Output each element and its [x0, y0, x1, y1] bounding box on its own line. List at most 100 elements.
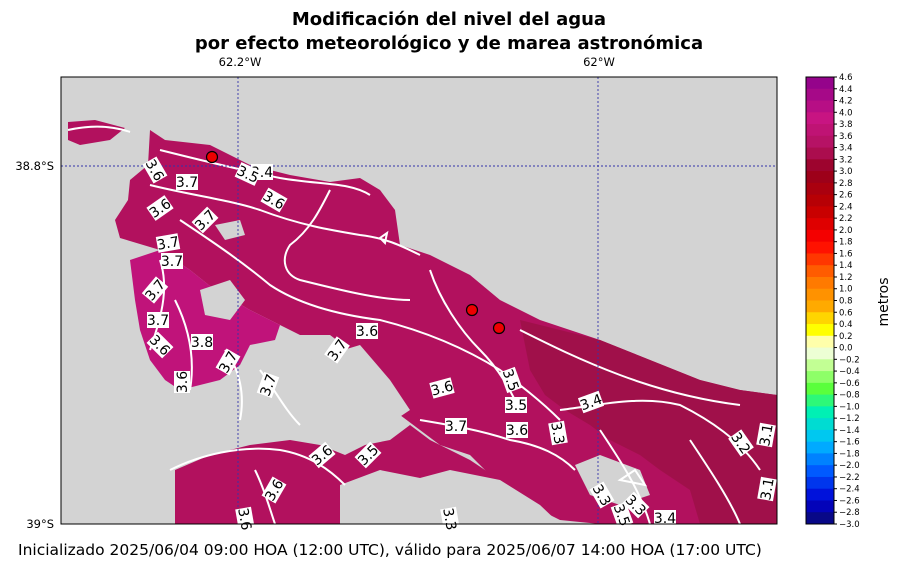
colorbar-tick-label: −2.0 [839, 461, 860, 471]
contour-label-text: 3.3 [439, 507, 459, 532]
colorbar-tick-label: 2.2 [839, 214, 853, 224]
contour-label-background [324, 336, 350, 364]
colorbar-tick-label: 0.2 [839, 332, 853, 342]
contour-label-text: 3.1 [757, 423, 777, 448]
contour-label-text: 3.3 [547, 421, 567, 446]
island-3 [340, 470, 560, 524]
contour-label-text: 3.4 [654, 511, 676, 527]
colorbar-segment [806, 394, 834, 407]
station-marker[interactable] [205, 150, 219, 164]
colorbar-segment [806, 218, 834, 231]
colorbar-segment [806, 465, 834, 478]
contour-label-background [308, 441, 336, 469]
colorbar-segment [806, 147, 834, 160]
contour-label-background [505, 397, 527, 413]
colorbar-segment [806, 406, 834, 419]
contour-label-text: 3.7 [147, 313, 169, 329]
colorbar-tick-label: 0.6 [839, 308, 853, 318]
contour-label-text: 3.6 [175, 371, 191, 393]
contour-label-background [174, 371, 190, 393]
contour-lines [67, 125, 761, 524]
colorbar-segment [806, 453, 834, 466]
colorbar-segment [806, 441, 834, 454]
colorbar-segment [806, 300, 834, 313]
contour-label-background [622, 491, 650, 519]
contour-label-background [654, 510, 676, 526]
contour-label-background [728, 429, 754, 457]
colorbar-tick-label: 1.4 [839, 261, 853, 271]
contour-label: 3.1 [757, 476, 778, 502]
colorbar-segment [806, 194, 834, 207]
colorbar-tick-label: −0.6 [839, 379, 860, 389]
station-markers [205, 150, 506, 335]
water-area-nw [68, 120, 125, 145]
colorbar-segment [806, 288, 834, 301]
contour-label-text: 3.6 [356, 324, 378, 340]
colorbar-segment [806, 77, 834, 90]
colorbar-segment [806, 265, 834, 278]
colorbar-tick-label: −1.6 [839, 438, 860, 448]
contour-label-text: 3.7 [258, 372, 281, 398]
contour-label: 3.3 [439, 506, 460, 532]
colorbar-segment [806, 418, 834, 431]
colorbar-segment [806, 312, 834, 325]
station-marker[interactable] [465, 303, 479, 317]
contour-line [283, 189, 411, 301]
contour-label: 3.7 [256, 371, 281, 399]
contour-label: 3.6 [356, 323, 378, 340]
station-marker[interactable] [492, 321, 506, 335]
colorbar-tick-label: −2.6 [839, 496, 860, 506]
contour-label: 3.6 [506, 422, 528, 439]
colorbar-segment [806, 135, 834, 149]
contour-line [254, 469, 276, 524]
colorbar-segment [806, 241, 834, 254]
contour-label-text: 3.5 [610, 502, 633, 528]
contour-label-background [146, 195, 174, 221]
colorbar-segment [806, 171, 834, 184]
chart-title: Modificación del nivel del agua por efec… [0, 8, 898, 56]
contour-label: 3.5 [505, 397, 527, 414]
colorbar-tick-label: 4.2 [839, 97, 853, 107]
contour-line [519, 329, 741, 406]
contour-label-text: 3.5 [499, 367, 522, 393]
contour-label-background [354, 441, 382, 469]
contour-label: 3.4 [577, 390, 605, 415]
contour-label: 3.7 [155, 233, 181, 254]
colorbar-segment [806, 429, 834, 443]
colorbar-tick-label: 1.6 [839, 249, 853, 259]
colorbar-tick-label: −1.0 [839, 402, 860, 412]
colorbar-segment [806, 112, 834, 125]
colorbar-tick-label: −3.0 [839, 520, 860, 530]
colorbar-segment [806, 500, 834, 513]
colorbar-tick-label: 0.4 [839, 320, 853, 330]
colorbar-tick-label: 3.8 [839, 120, 853, 130]
colorbar-segment [806, 488, 834, 501]
contour-line [159, 149, 371, 196]
contour-label: 3.7 [445, 418, 467, 435]
contour-label: 3.8 [191, 334, 213, 351]
contour-label-background [445, 418, 467, 434]
colorbar-tick-label: −2.4 [839, 485, 860, 495]
contour-label-background [142, 156, 168, 184]
contour-label: 3.6 [429, 377, 455, 400]
contour-label-text: 3.4 [578, 392, 604, 415]
contour-label: 3.3 [547, 420, 568, 446]
contour-line [617, 468, 648, 487]
colorbar-segment [806, 359, 834, 372]
colorbar-tick-label: 3.2 [839, 155, 853, 165]
contour-label: 3.7 [176, 174, 198, 191]
contour-label-text: 3.6 [506, 423, 528, 439]
lon-tick-label: 62.2°W [219, 55, 262, 69]
colorbar-segment [806, 206, 834, 219]
colorbar-label: metros [876, 277, 892, 326]
contour-label-text: 3.1 [758, 477, 778, 502]
contour-label-background [757, 476, 777, 502]
contour-label-background [141, 276, 169, 304]
colorbar-segment [806, 335, 834, 349]
colorbar-segment [806, 159, 834, 172]
colorbar-segment [806, 100, 834, 113]
contour-label: 3.7 [161, 253, 183, 270]
contour-label-text: 3.7 [161, 254, 183, 270]
contour-label-text: 3.7 [176, 175, 198, 191]
